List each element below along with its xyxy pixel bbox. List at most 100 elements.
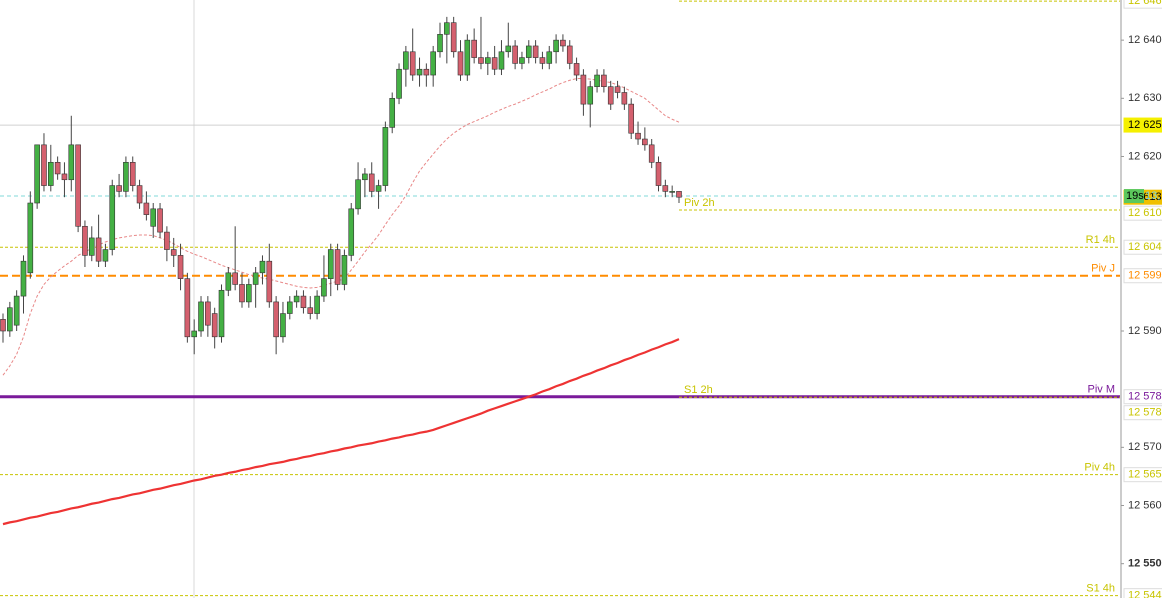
candle-body (300, 295, 307, 309)
candle-body (314, 295, 320, 314)
candle-body (648, 144, 655, 163)
y-tick-label: 12 640 (1128, 34, 1162, 46)
candle-body (655, 161, 662, 186)
y-tick-label: 12 560 (1128, 499, 1162, 511)
candle-body (642, 138, 648, 146)
candle-body (102, 249, 109, 262)
candle-body (280, 313, 286, 338)
price-badge-label: 12 625, (1128, 119, 1162, 131)
candle-body (519, 57, 525, 64)
candle-body (123, 161, 129, 192)
candle-body (573, 63, 580, 76)
candle-body (259, 260, 266, 274)
price-badge-label: 12 646, (1128, 0, 1162, 7)
candle-body (13, 295, 20, 326)
candle-body (334, 249, 341, 285)
moving-average (2, 338, 680, 526)
candle-body (82, 225, 88, 256)
candle-body (471, 39, 477, 58)
price-badge-label: 12 565, (1128, 469, 1162, 481)
candle-body (20, 260, 27, 297)
candle-body (198, 301, 204, 332)
price-badge (1123, 405, 1162, 421)
countdown-label: 13, (1145, 190, 1160, 202)
candle-body (382, 127, 389, 186)
candle-body (635, 132, 641, 140)
candle-body (676, 191, 682, 198)
candle-body (307, 307, 314, 314)
candle-body (170, 249, 177, 256)
price-badge-label: 12 604, (1128, 241, 1162, 253)
candle-body (560, 39, 566, 47)
candle-body (628, 103, 635, 134)
price-badge (1123, 467, 1162, 483)
candle-body (211, 313, 218, 338)
level-name: S1 4h (1086, 583, 1115, 595)
candle-body (232, 272, 238, 285)
candle-body (225, 272, 232, 291)
price-badge (1123, 117, 1162, 133)
candle-body (68, 144, 75, 181)
candle-body (444, 22, 450, 35)
price-badge (1123, 268, 1162, 284)
level-name: Piv M (1088, 384, 1116, 396)
candle-body (321, 278, 327, 297)
candle-body (539, 57, 546, 64)
price-badge-label: 12 610, (1128, 207, 1162, 219)
candle-body (150, 208, 157, 227)
candle-body (409, 51, 416, 76)
candle-body (109, 185, 116, 250)
candle-body (601, 74, 607, 87)
candle-body (621, 92, 628, 105)
candle-body (485, 57, 491, 64)
candle-body (478, 57, 484, 64)
candle-body (218, 289, 225, 338)
candle-body (368, 173, 375, 192)
candle-body (191, 330, 197, 338)
price-badge (1123, 239, 1162, 255)
candle-body (669, 191, 675, 193)
candle-body (355, 179, 361, 210)
candle-body (580, 74, 587, 105)
candle-body (143, 202, 150, 215)
candle-body (457, 51, 464, 76)
level-name: Piv 4h (1084, 462, 1115, 474)
level-name: S1 2h (684, 384, 713, 396)
candle-body (157, 208, 163, 233)
price-badge (1123, 0, 1162, 9)
candle-body (136, 185, 143, 204)
candle-body (47, 161, 54, 186)
price-badge-label: 12 578, (1128, 407, 1162, 419)
candle-body (423, 68, 430, 76)
y-tick-label: 12 570 (1128, 441, 1162, 453)
candle-body (375, 185, 382, 192)
candle-body (184, 278, 191, 338)
candle-body (75, 144, 81, 227)
candle-body (41, 144, 47, 186)
candle-body (252, 272, 259, 285)
candle-body (0, 319, 6, 332)
candle-body (430, 51, 436, 76)
candle-body (129, 161, 136, 186)
candle-body (525, 45, 532, 58)
candle-body (505, 45, 512, 53)
candle-body (116, 185, 122, 192)
candle-body (7, 307, 13, 332)
candle-body (464, 39, 471, 76)
candle-body (416, 68, 423, 76)
level-name: R1 4h (1086, 234, 1115, 246)
candle-body (389, 98, 396, 128)
price-badge (1123, 205, 1162, 221)
candle-body (95, 237, 102, 262)
candle-body (587, 86, 594, 105)
y-tick-label: 12 590 (1128, 325, 1162, 337)
candle-body (450, 22, 457, 53)
countdown-timer: 19s (1126, 190, 1144, 202)
candle-body (327, 249, 334, 279)
price-badge (1123, 389, 1162, 405)
candle-body (594, 74, 600, 87)
candle-body (286, 301, 293, 314)
candle-body (566, 45, 573, 64)
candle-body (348, 208, 355, 256)
